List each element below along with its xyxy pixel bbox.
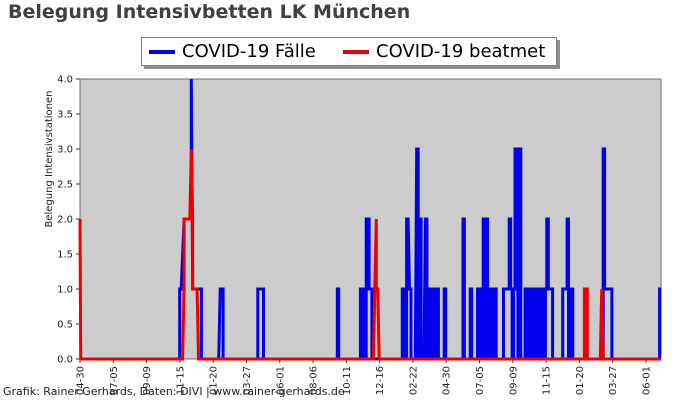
credit-text: Grafik: Rainer Gerhards, Daten: DIVI | w…	[3, 385, 345, 398]
legend-label-cases: COVID-19 Fälle	[182, 41, 316, 62]
x-tick-label: 04-30	[442, 366, 453, 395]
legend-item-cases: COVID-19 Fälle	[149, 38, 316, 65]
x-tick-label: 08-06	[309, 366, 320, 395]
legend-swatch-ventilated	[343, 49, 369, 54]
x-tick-label: 07-05	[475, 366, 486, 395]
series-line-ventilated	[78, 148, 661, 361]
x-tick-label: 09-09	[142, 366, 153, 395]
legend-swatch-cases	[149, 49, 175, 54]
x-tick-label: 10-11	[342, 366, 353, 395]
x-tick-label: 06-01	[275, 366, 286, 395]
x-tick-label: 03-27	[608, 366, 619, 395]
x-tick-label: 01-20	[575, 366, 586, 395]
y-tick-label: 0.0	[57, 355, 73, 366]
y-tick-label: 0.5	[57, 320, 73, 331]
x-tick-label: 02-22	[408, 366, 419, 395]
x-tick-label: 04-30	[76, 366, 87, 395]
x-tick-label: 01-20	[209, 366, 220, 395]
y-axis-label: Belegung Intensivstationen	[44, 90, 55, 227]
x-tick-label: 11-15	[175, 366, 186, 395]
legend-item-ventilated: COVID-19 beatmet	[343, 38, 545, 65]
y-tick-label: 1.5	[57, 250, 73, 261]
y-tick-label: 3.5	[57, 110, 73, 121]
y-tick-label: 2.5	[57, 180, 73, 191]
x-tick-label: 03-27	[242, 366, 253, 395]
y-tick-label: 3.0	[57, 145, 73, 156]
legend-label-ventilated: COVID-19 beatmet	[376, 41, 546, 62]
y-tick-label: 4.0	[57, 75, 73, 86]
chart-legend: COVID-19 Fälle COVID-19 beatmet	[141, 37, 557, 66]
y-axis: 0.0 0.5 1.0 1.5 2.0 2.5 3.0 3.5 4.0	[57, 75, 80, 366]
x-tick-label: 07-05	[109, 366, 120, 395]
x-axis: 04-30 07-05 09-09 11-15 01-20 03-27 06-01 08-06…	[76, 359, 653, 395]
y-tick-label: 1.0	[57, 285, 73, 296]
x-tick-label: 09-09	[508, 366, 519, 395]
series-group	[78, 78, 662, 361]
series-line-cases	[80, 78, 662, 361]
chart-title: Belegung Intensivbetten LK München	[8, 1, 411, 23]
x-tick-label: 06-01	[642, 366, 653, 395]
x-tick-label: 11-15	[542, 366, 553, 395]
y-tick-label: 2.0	[57, 215, 73, 226]
x-tick-label: 12-16	[375, 366, 386, 395]
